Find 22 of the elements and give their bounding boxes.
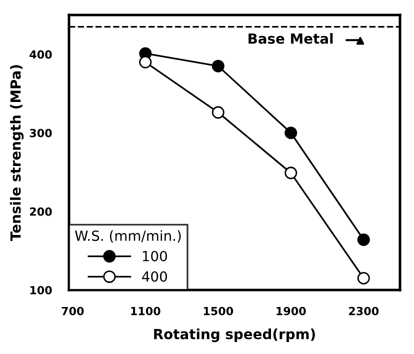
legend-title: W.S. (mm/min.) bbox=[75, 230, 181, 243]
x-tick-label: 2300 bbox=[349, 306, 379, 316]
point bbox=[284, 126, 298, 140]
point bbox=[212, 106, 224, 119]
y-tick-label: 300 bbox=[30, 128, 52, 138]
point bbox=[357, 272, 370, 284]
point bbox=[284, 166, 298, 180]
x-tick-label: 1500 bbox=[204, 306, 234, 316]
legend-label: 100 bbox=[142, 250, 167, 262]
y-tick-label: 400 bbox=[30, 50, 52, 59]
x-tick-label: 1100 bbox=[131, 306, 160, 316]
y-axis-title: Tensile strength (MPa) bbox=[10, 65, 24, 241]
point bbox=[212, 60, 224, 72]
y-tick-label: 100 bbox=[30, 286, 52, 294]
y-tick-label: 200 bbox=[30, 207, 52, 216]
point bbox=[139, 56, 152, 68]
point bbox=[357, 233, 370, 246]
x-tick-label: 1900 bbox=[276, 306, 306, 316]
ref-line-label: Base Metal bbox=[248, 33, 333, 44]
legend-label: 400 bbox=[142, 271, 167, 282]
x-axis-title: Rotating speed(rpm) bbox=[154, 328, 315, 342]
x-tick-label: 700 bbox=[62, 306, 84, 316]
